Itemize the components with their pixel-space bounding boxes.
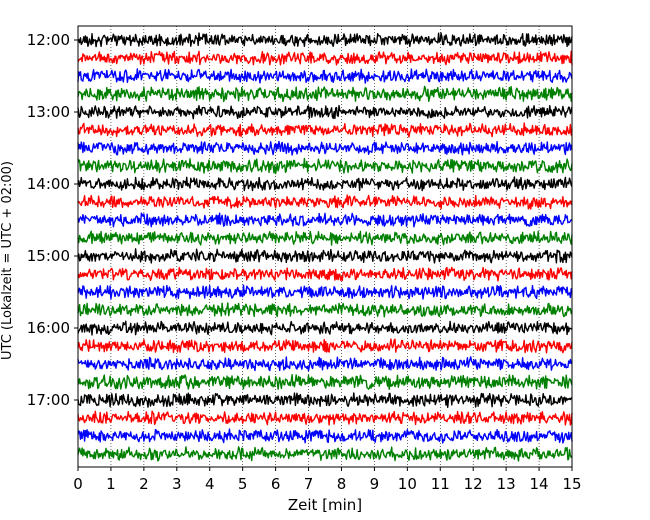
y-tick-label-14:00: 14:00 — [27, 175, 70, 193]
x-tick-label-13: 13 — [497, 475, 516, 493]
x-tick-label-9: 9 — [370, 475, 380, 493]
series-trace-12:15 — [77, 50, 573, 66]
series-trace-15:15 — [77, 266, 573, 282]
x-tick-label-8: 8 — [337, 475, 347, 493]
x-tick-label-11: 11 — [431, 475, 450, 493]
series-trace-15:30 — [77, 284, 573, 300]
x-tick-label-4: 4 — [205, 475, 215, 493]
series-trace-12:45 — [77, 85, 573, 103]
x-axis-ticks: 0 1 2 3 4 5 6 7 8 9 10 11 12 13 14 15 — [73, 467, 582, 493]
series-trace-17:30 — [77, 428, 573, 444]
y-axis-label: UTC (Lokalzeit = UTC + 02:00) — [0, 161, 15, 360]
series-trace-16:30 — [77, 356, 573, 372]
series-trace-15:45 — [77, 302, 573, 318]
x-tick-label-3: 3 — [172, 475, 182, 493]
x-tick-label-10: 10 — [398, 475, 417, 493]
x-tick-label-2: 2 — [139, 475, 149, 493]
x-tick-label-5: 5 — [238, 475, 248, 493]
series-trace-13:45 — [77, 157, 573, 175]
plot-frame — [77, 25, 573, 468]
series-trace-14:30 — [77, 212, 573, 228]
x-axis-label: Zeit [min] — [288, 496, 362, 514]
x-tick-label-12: 12 — [464, 475, 483, 493]
series-trace-14:45 — [77, 230, 573, 246]
y-tick-label-12:00: 12:00 — [27, 31, 70, 49]
series-trace-13:00 — [77, 104, 573, 120]
y-tick-label-16:00: 16:00 — [27, 319, 70, 337]
series-trace-14:00 — [77, 176, 573, 192]
series-trace-16:00 — [77, 320, 573, 336]
series-trace-16:45 — [77, 373, 573, 390]
series-trace-15:00 — [77, 248, 573, 264]
y-tick-label-17:00: 17:00 — [27, 391, 70, 409]
series-trace-17:00 — [77, 392, 573, 409]
x-tick-label-0: 0 — [73, 475, 83, 493]
series-traces — [77, 32, 573, 462]
x-tick-label-14: 14 — [530, 475, 549, 493]
series-trace-12:00 — [77, 32, 573, 48]
x-tick-label-1: 1 — [106, 475, 116, 493]
x-tick-label-7: 7 — [304, 475, 314, 493]
series-trace-13:30 — [77, 140, 573, 156]
series-trace-12:30 — [77, 68, 573, 84]
y-tick-label-15:00: 15:00 — [27, 247, 70, 265]
series-trace-17:45 — [77, 446, 573, 462]
series-trace-14:15 — [77, 194, 573, 210]
series-trace-17:15 — [77, 410, 573, 426]
series-trace-13:15 — [77, 122, 573, 138]
x-tick-label-15: 15 — [562, 475, 581, 493]
x-tick-label-6: 6 — [271, 475, 281, 493]
y-axis-ticks: 12:00 13:00 14:00 15:00 16:00 17:00 — [27, 31, 78, 409]
series-trace-16:15 — [77, 338, 573, 354]
y-tick-label-13:00: 13:00 — [27, 103, 70, 121]
